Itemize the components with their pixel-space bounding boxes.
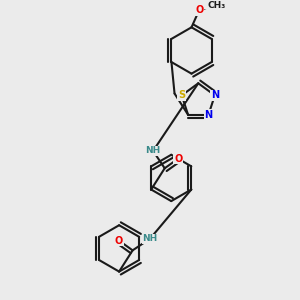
Text: O: O <box>174 154 182 164</box>
Text: N: N <box>204 110 213 120</box>
Text: O: O <box>115 236 123 246</box>
Text: NH: NH <box>146 146 161 155</box>
Text: CH₃: CH₃ <box>208 1 226 10</box>
Text: S: S <box>178 90 185 100</box>
Text: N: N <box>211 90 219 100</box>
Text: O: O <box>195 5 203 15</box>
Text: NH: NH <box>142 234 158 243</box>
